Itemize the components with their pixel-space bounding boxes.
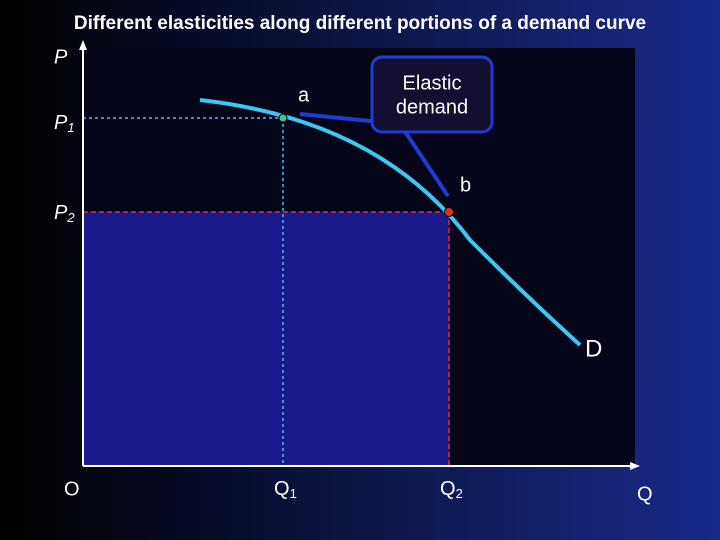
point-label: a [298,84,310,106]
curve-label: D [585,335,602,362]
label-sub: 2 [456,486,463,501]
x-arrow [630,462,640,470]
callout-box [370,55,494,134]
label-sub: 2 [66,210,75,225]
quantity-level-label: Q1 [274,478,297,501]
title: Different elasticities along different p… [74,13,646,34]
point-b [444,207,454,217]
callout-pointer-b [398,122,450,198]
origin-label: O [64,478,80,500]
label-sub: 1 [67,120,74,135]
point-label: b [460,174,471,196]
x-axis-label: Q [637,483,653,505]
price-level-label: P2 [54,202,75,225]
callout-line: Elastic [403,72,462,94]
demand-curve [199,98,582,347]
label-main: Q [440,478,456,500]
quantity-level-label: Q2 [440,478,463,501]
label-main: P [54,202,68,224]
callout-line: demand [396,96,468,118]
label-sub: 1 [290,486,297,501]
y-axis-label: P [54,46,68,68]
revenue-area [83,212,449,466]
price-level-label: P1 [54,112,75,135]
label-main: P [54,112,68,134]
label-main: Q [274,478,290,500]
point-a [278,113,288,123]
y-arrow [79,40,87,50]
